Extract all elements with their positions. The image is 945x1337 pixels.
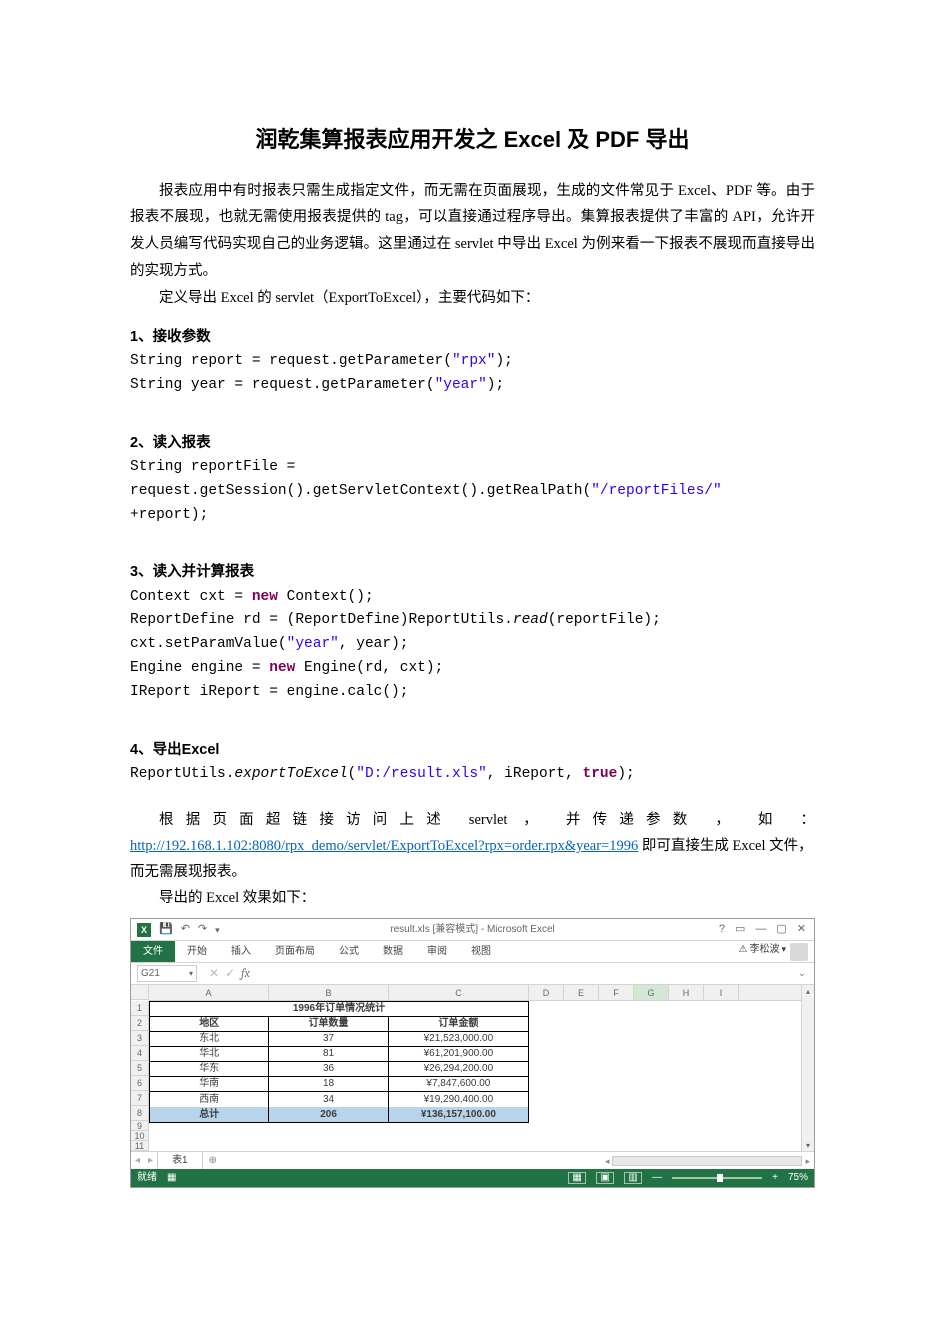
tab-insert[interactable]: 插入	[219, 941, 263, 962]
horizontal-scrollbar[interactable]	[612, 1156, 802, 1166]
ribbon-tabs: 文件 开始 插入 页面布局 公式 数据 审阅 视图 ⚠ 李松波 ▾	[131, 941, 814, 963]
sheet-tabs-bar: ◂ ▸ 表1 ⊕ ◂ ▸	[131, 1151, 814, 1169]
col-header-A[interactable]: A	[149, 985, 269, 1000]
vertical-scrollbar[interactable]: ▴ ▾	[801, 985, 814, 1151]
sum-label: 总计	[150, 1107, 269, 1122]
ribbon-display-icon[interactable]: ▭	[735, 920, 745, 940]
add-sheet-icon[interactable]: ⊕	[203, 1152, 223, 1170]
section-3-head: 3、读入并计算报表	[130, 559, 815, 585]
result-para: 根据页面超链接访问上述 servlet ， 并传递参数 ， 如 ：	[130, 807, 815, 833]
view-normal-icon[interactable]: ▦	[568, 1172, 586, 1184]
tab-home[interactable]: 开始	[175, 941, 219, 962]
zoom-out-icon[interactable]: —	[652, 1169, 662, 1187]
user-dropdown-icon[interactable]: ▾	[781, 941, 786, 962]
code-block-4: ReportUtils.exportToExcel("D:/result.xls…	[130, 763, 815, 787]
row-header-6[interactable]: 6	[131, 1076, 149, 1091]
result-link-line: http://192.168.1.102:8080/rpx_demo/servl…	[130, 833, 815, 885]
qat-save-icon[interactable]: 💾	[159, 920, 173, 940]
row-header-2[interactable]: 2	[131, 1016, 149, 1031]
qat-undo-icon[interactable]: ↶	[181, 920, 190, 940]
close-icon[interactable]: ✕	[797, 920, 806, 940]
col-header-B[interactable]: B	[269, 985, 389, 1000]
formula-bar: G21 ▾ ✕ ✓ fx ⌄	[131, 963, 814, 985]
view-page-icon[interactable]: ▣	[596, 1172, 614, 1184]
row-header-7[interactable]: 7	[131, 1091, 149, 1106]
select-all-corner[interactable]	[131, 985, 149, 1000]
status-bar: 就绪 ▦ ▦ ▣ ▥ — + 75%	[131, 1169, 814, 1187]
view-break-icon[interactable]: ▥	[624, 1172, 642, 1184]
sheet-tab[interactable]: 表1	[157, 1152, 203, 1169]
tab-review[interactable]: 审阅	[415, 941, 459, 962]
section-4-head: 4、导出Excel	[130, 737, 815, 763]
sum-amount: ¥136,157,100.00	[389, 1107, 528, 1122]
excel-result-para: 导出的 Excel 效果如下：	[130, 885, 815, 912]
minimize-icon[interactable]: —	[755, 920, 766, 940]
code-block-1: String report = request.getParameter("rp…	[130, 350, 815, 398]
scroll-down-icon[interactable]: ▾	[802, 1139, 814, 1151]
tab-layout[interactable]: 页面布局	[263, 941, 327, 962]
help-icon[interactable]: ?	[719, 920, 725, 940]
user-avatar-icon[interactable]	[790, 943, 808, 961]
formula-expand-icon[interactable]: ⌄	[798, 965, 806, 983]
servlet-url-link[interactable]: http://192.168.1.102:8080/rpx_demo/servl…	[130, 838, 638, 854]
doc-title: 润乾集算报表应用开发之 Excel 及 PDF 导出	[130, 120, 815, 160]
section-2-head: 2、读入报表	[130, 430, 815, 456]
code-block-3: Context cxt = new Context(); ReportDefin…	[130, 586, 815, 706]
tab-view[interactable]: 视图	[459, 941, 503, 962]
scroll-up-icon[interactable]: ▴	[802, 985, 814, 997]
status-macro-icon[interactable]: ▦	[167, 1169, 176, 1187]
tab-formula[interactable]: 公式	[327, 941, 371, 962]
col-header-G[interactable]: G	[634, 985, 669, 1000]
formula-enter-icon[interactable]: ✓	[225, 963, 235, 985]
name-box-dropdown-icon[interactable]: ▾	[189, 967, 193, 981]
intro-para-1: 报表应用中有时报表只需生成指定文件，而无需在页面展现，生成的文件常见于 Exce…	[130, 178, 815, 285]
row-header-1[interactable]: 1	[131, 1001, 149, 1016]
row-header-3[interactable]: 3	[131, 1031, 149, 1046]
hscroll-right-icon[interactable]: ▸	[805, 1153, 810, 1169]
sheet-nav-next-icon[interactable]: ▸	[144, 1152, 157, 1170]
maximize-icon[interactable]: ▢	[776, 920, 786, 940]
warning-icon: ⚠	[739, 941, 748, 962]
row-header-5[interactable]: 5	[131, 1061, 149, 1076]
status-ready: 就绪	[137, 1169, 157, 1187]
col-header-I[interactable]: I	[704, 985, 739, 1000]
data-table: 1996年订单情况统计 地区 订单数量 订单金额 东北37¥21,523,000…	[149, 1001, 529, 1123]
col-header-C[interactable]: C	[389, 985, 529, 1000]
fx-icon[interactable]: fx	[241, 963, 250, 985]
tab-data[interactable]: 数据	[371, 941, 415, 962]
sheet-nav-prev-icon[interactable]: ◂	[131, 1152, 144, 1170]
col-header-D[interactable]: D	[529, 985, 564, 1000]
section-1-head: 1、接收参数	[130, 324, 815, 350]
hscroll-left-icon[interactable]: ◂	[605, 1153, 610, 1169]
zoom-slider[interactable]	[672, 1177, 762, 1179]
excel-logo-icon: X	[137, 923, 151, 937]
intro-para-2: 定义导出 Excel 的 servlet（ExportToExcel），主要代码…	[130, 285, 815, 312]
qat-more-icon[interactable]: ▾	[215, 922, 220, 938]
row-header-4[interactable]: 4	[131, 1046, 149, 1061]
user-name[interactable]: 李松波	[749, 941, 779, 962]
tab-file[interactable]: 文件	[131, 941, 175, 962]
zoom-in-icon[interactable]: +	[772, 1169, 778, 1187]
code-block-2: String reportFile = request.getSession()…	[130, 456, 815, 528]
col-header-E[interactable]: E	[564, 985, 599, 1000]
excel-titlebar: X 💾 ↶ ↷ ▾ result.xls [兼容模式] - Microsoft …	[131, 919, 814, 941]
window-title: result.xls [兼容模式] - Microsoft Excel	[131, 921, 814, 939]
excel-screenshot: X 💾 ↶ ↷ ▾ result.xls [兼容模式] - Microsoft …	[130, 918, 815, 1188]
zoom-level[interactable]: 75%	[788, 1169, 808, 1187]
formula-cancel-icon[interactable]: ✕	[209, 963, 219, 985]
col-header-F[interactable]: F	[599, 985, 634, 1000]
qat-redo-icon[interactable]: ↷	[198, 920, 207, 940]
name-box[interactable]: G21 ▾	[137, 965, 197, 982]
col-header-H[interactable]: H	[669, 985, 704, 1000]
sum-count: 206	[269, 1107, 388, 1122]
